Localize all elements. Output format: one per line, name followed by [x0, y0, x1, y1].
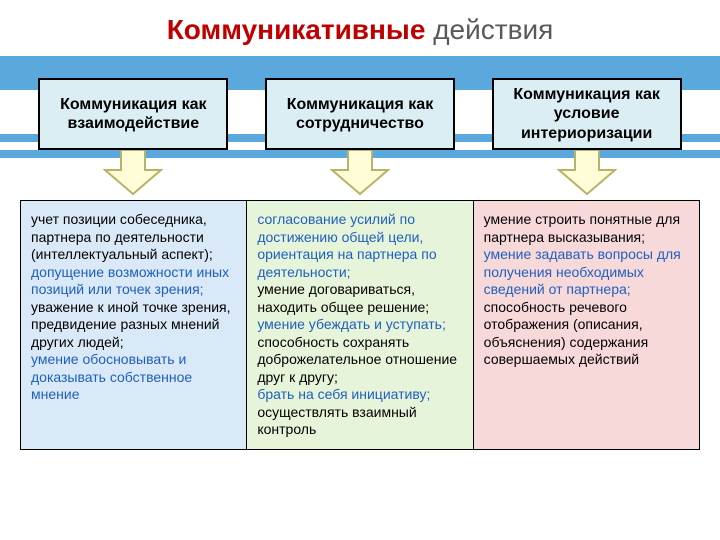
- column-2-segment-2: способность речевого отображения (описан…: [484, 299, 649, 368]
- column-1-segment-5: осуществлять взаимный контроль: [257, 404, 416, 438]
- column-0-segment-1: допущение возможности иных позиций или т…: [31, 264, 229, 298]
- column-2-segment-0: умение строить понятные для партнера выс…: [484, 211, 680, 245]
- page-title: Коммуникативные действия: [0, 14, 720, 46]
- column-0-segment-2: уважение к иной точке зрения, предвидени…: [31, 299, 231, 350]
- header-row: Коммуникация как взаимодействие Коммуника…: [0, 78, 720, 150]
- title-accent: Коммуникативные: [167, 14, 426, 45]
- column-1: согласование усилий по достижению общей …: [247, 201, 473, 449]
- column-1-segment-3: способность сохранять доброжелательное о…: [257, 334, 457, 385]
- arrow-row: [0, 150, 720, 196]
- column-0-segment-3: умение обосновывать и доказывать собстве…: [31, 351, 192, 402]
- title-rest: действия: [425, 14, 553, 45]
- arrow-0: [38, 150, 228, 196]
- header-box-0: Коммуникация как взаимодействие: [38, 78, 228, 150]
- column-1-segment-1: умение договариваться, находить общее ре…: [257, 281, 429, 315]
- column-1-segment-4: брать на себя инициативу;: [257, 386, 430, 402]
- header-box-1: Коммуникация как сотрудничество: [265, 78, 455, 150]
- arrow-2: [492, 150, 682, 196]
- column-1-segment-0: согласование усилий по достижению общей …: [257, 211, 436, 280]
- column-0: учет позиции собеседника, партнера по де…: [21, 201, 247, 449]
- column-2: умение строить понятные для партнера выс…: [474, 201, 699, 449]
- column-1-segment-2: умение убеждать и уступать;: [257, 316, 446, 332]
- column-2-segment-1: умение задавать вопросы для получения не…: [484, 246, 681, 297]
- arrow-1: [265, 150, 455, 196]
- header-box-2: Коммуникация как условие интериоризации: [492, 78, 682, 150]
- column-0-segment-0: учет позиции собеседника, партнера по де…: [31, 211, 213, 262]
- columns: учет позиции собеседника, партнера по де…: [20, 200, 700, 450]
